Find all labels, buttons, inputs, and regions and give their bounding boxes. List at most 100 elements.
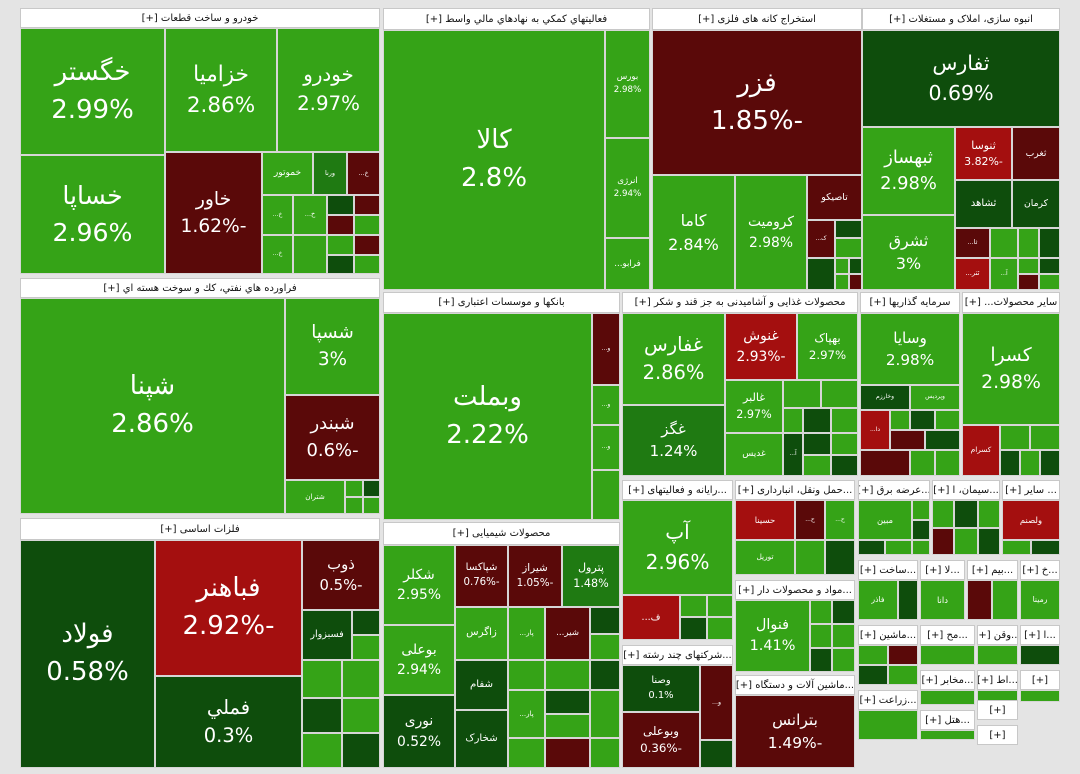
stock-tile[interactable]: دا... [860, 410, 890, 450]
stock-tile[interactable]: بترانس -1.49% [735, 695, 855, 768]
sector-header[interactable]: ... سایر [+] [1002, 480, 1060, 500]
sector-header[interactable]: ...اط [+] [977, 670, 1018, 690]
stock-tile[interactable]: ف... [622, 595, 680, 640]
stock-tile[interactable]: خ... [293, 195, 327, 235]
stock-tile[interactable]: کرمان [1012, 180, 1060, 228]
stock-tile[interactable]: فرابو... [605, 238, 650, 290]
stock-tile[interactable]: ثنوسا -3.82% [955, 127, 1012, 180]
stock-tile[interactable]: فملي 0.3% [155, 676, 302, 768]
stock-tile[interactable]: شتران [285, 480, 345, 514]
stock-tile[interactable]: انرژی 2.94% [605, 138, 650, 238]
stock-tile[interactable]: ح... [825, 500, 855, 540]
sector-header[interactable]: [+] [977, 700, 1018, 720]
stock-tile[interactable]: خ... [347, 152, 380, 195]
sector-header[interactable]: انبوه سازی، املاک و مستغلات [+] [862, 8, 1060, 30]
stock-tile[interactable]: ثشاهد [955, 180, 1012, 228]
stock-tile[interactable]: شیراز -1.05% [508, 545, 562, 607]
stock-tile[interactable]: زاگرس [455, 607, 508, 660]
stock-tile[interactable]: کرومیت 2.98% [735, 175, 807, 290]
stock-tile[interactable]: و... [700, 665, 733, 740]
stock-tile[interactable]: آ... [990, 258, 1018, 290]
stock-tile[interactable]: شپاکسا -0.76% [455, 545, 508, 607]
sector-header[interactable]: ...سیمان، ا [+] [932, 480, 1000, 500]
sector-header[interactable]: ...ماشین آلات و دستگاه [+] [735, 675, 855, 695]
sector-header[interactable]: ...زراعت [+] [858, 690, 918, 710]
sector-header[interactable]: سرمایه گذاریها [+] [860, 292, 960, 313]
stock-tile[interactable]: شخارک [455, 710, 508, 768]
sector-header[interactable]: ...ساخت [+] [858, 560, 918, 580]
sector-header[interactable]: فراورده هاي نفتي، كك و سوخت هسته اي [+] [20, 278, 380, 298]
stock-tile[interactable]: کسرام [962, 425, 1000, 476]
stock-tile[interactable]: شفام [455, 660, 508, 710]
stock-tile[interactable]: وصنا 0.1% [622, 665, 700, 712]
stock-tile[interactable]: رمینا [1020, 580, 1060, 620]
stock-tile[interactable]: خساپا 2.96% [20, 155, 165, 274]
stock-tile[interactable]: نوری 0.52% [383, 695, 455, 768]
stock-tile[interactable]: وسایا 2.98% [860, 313, 960, 385]
stock-tile[interactable]: شسپا 3% [285, 298, 380, 395]
sector-header[interactable]: فلزات اساسی [+] [20, 518, 380, 540]
stock-tile[interactable]: ثفارس 0.69% [862, 30, 1060, 127]
stock-tile[interactable]: وبملت 2.22% [383, 313, 592, 520]
stock-tile[interactable]: فولاد 0.58% [20, 540, 155, 768]
sector-header[interactable]: ...ا [+] [1020, 625, 1060, 645]
stock-tile[interactable]: خگستر 2.99% [20, 28, 165, 155]
sector-header[interactable]: ...حمل ونقل، انبارداری [+] [735, 480, 855, 500]
stock-tile[interactable]: خودرو 2.97% [277, 28, 380, 152]
stock-tile[interactable]: پار... [508, 690, 545, 738]
stock-tile[interactable]: ثشرق 3% [862, 215, 955, 290]
sector-header[interactable]: ...بیم [+] [967, 560, 1018, 580]
sector-header[interactable]: بانکها و موسسات اعتباری [+] [383, 292, 620, 313]
stock-tile[interactable]: بورس 2.98% [605, 30, 650, 138]
stock-tile[interactable]: آ... [783, 433, 803, 476]
stock-tile[interactable]: غدیس [725, 433, 783, 476]
stock-tile[interactable]: فباهنر -2.92% [155, 540, 302, 676]
sector-header[interactable]: محصولات شیمیایی [+] [383, 522, 620, 545]
sector-header[interactable]: [+] [1020, 670, 1060, 690]
sector-header[interactable]: ...هتل [+] [920, 710, 975, 730]
stock-tile[interactable]: تاصیکو [807, 175, 862, 220]
sector-header[interactable]: ...مواد و محصولات دار [+] [735, 580, 855, 600]
sector-header[interactable]: سایر محصولات... [+] [962, 292, 1060, 313]
stock-tile[interactable]: ثا... [955, 228, 990, 258]
stock-tile[interactable]: فاذر [858, 580, 898, 620]
stock-tile[interactable]: ک... [807, 220, 835, 258]
stock-tile[interactable]: بوعلی 2.94% [383, 625, 455, 695]
sector-header[interactable]: ...خ [+] [1020, 560, 1060, 580]
stock-tile[interactable]: غگز 1.24% [622, 405, 725, 476]
stock-tile[interactable]: غالبر 2.97% [725, 380, 783, 433]
sector-header[interactable]: ...مخابر [+] [920, 670, 975, 690]
sector-header[interactable]: استخراج کانه های فلزی [+] [652, 8, 862, 30]
stock-tile[interactable]: و... [592, 385, 620, 425]
sector-header[interactable]: ...ماشین [+] [858, 625, 918, 645]
stock-tile[interactable]: پترول 1.48% [562, 545, 620, 607]
sector-header[interactable]: ...عرضه برق [+] [858, 480, 930, 500]
sector-header[interactable]: ...وقن [+] [977, 625, 1018, 645]
stock-tile[interactable]: خ... [262, 235, 293, 274]
sector-header[interactable]: خودرو و ساخت قطعات [+] [20, 8, 380, 28]
sector-header[interactable]: محصولات غذایی و آشامیدنی به جز قند و شکر… [622, 292, 858, 313]
stock-tile[interactable]: خزامیا 2.86% [165, 28, 277, 152]
stock-tile[interactable]: وپردیس [910, 385, 960, 410]
stock-tile[interactable]: مبین [858, 500, 912, 540]
sector-header[interactable]: [+] [977, 725, 1018, 745]
stock-tile[interactable]: حسینا [735, 500, 795, 540]
stock-tile[interactable]: دانا [920, 580, 965, 620]
sector-header[interactable]: فعالیتهاي كمكي به نهادهاي مالي واسط [+] [383, 8, 650, 30]
stock-tile[interactable]: شکلر 2.95% [383, 545, 455, 625]
stock-tile[interactable]: غفارس 2.86% [622, 313, 725, 405]
stock-tile[interactable]: کالا 2.8% [383, 30, 605, 290]
stock-tile[interactable]: خ... [262, 195, 293, 235]
stock-tile[interactable]: ولصنم [1002, 500, 1060, 540]
stock-tile[interactable]: شیر... [545, 607, 590, 660]
stock-tile[interactable]: فزر -1.85% [652, 30, 862, 175]
stock-tile[interactable]: آپ 2.96% [622, 500, 733, 595]
stock-tile[interactable]: ثبهساز 2.98% [862, 127, 955, 215]
stock-tile[interactable]: و... [592, 313, 620, 385]
stock-tile[interactable]: توریل [735, 540, 795, 575]
stock-tile[interactable]: ذوب -0.5% [302, 540, 380, 610]
stock-tile[interactable]: کاما 2.84% [652, 175, 735, 290]
stock-tile[interactable]: ح... [795, 500, 825, 540]
stock-tile[interactable]: کسرا 2.98% [962, 313, 1060, 425]
stock-tile[interactable]: وبوعلی -0.36% [622, 712, 700, 768]
